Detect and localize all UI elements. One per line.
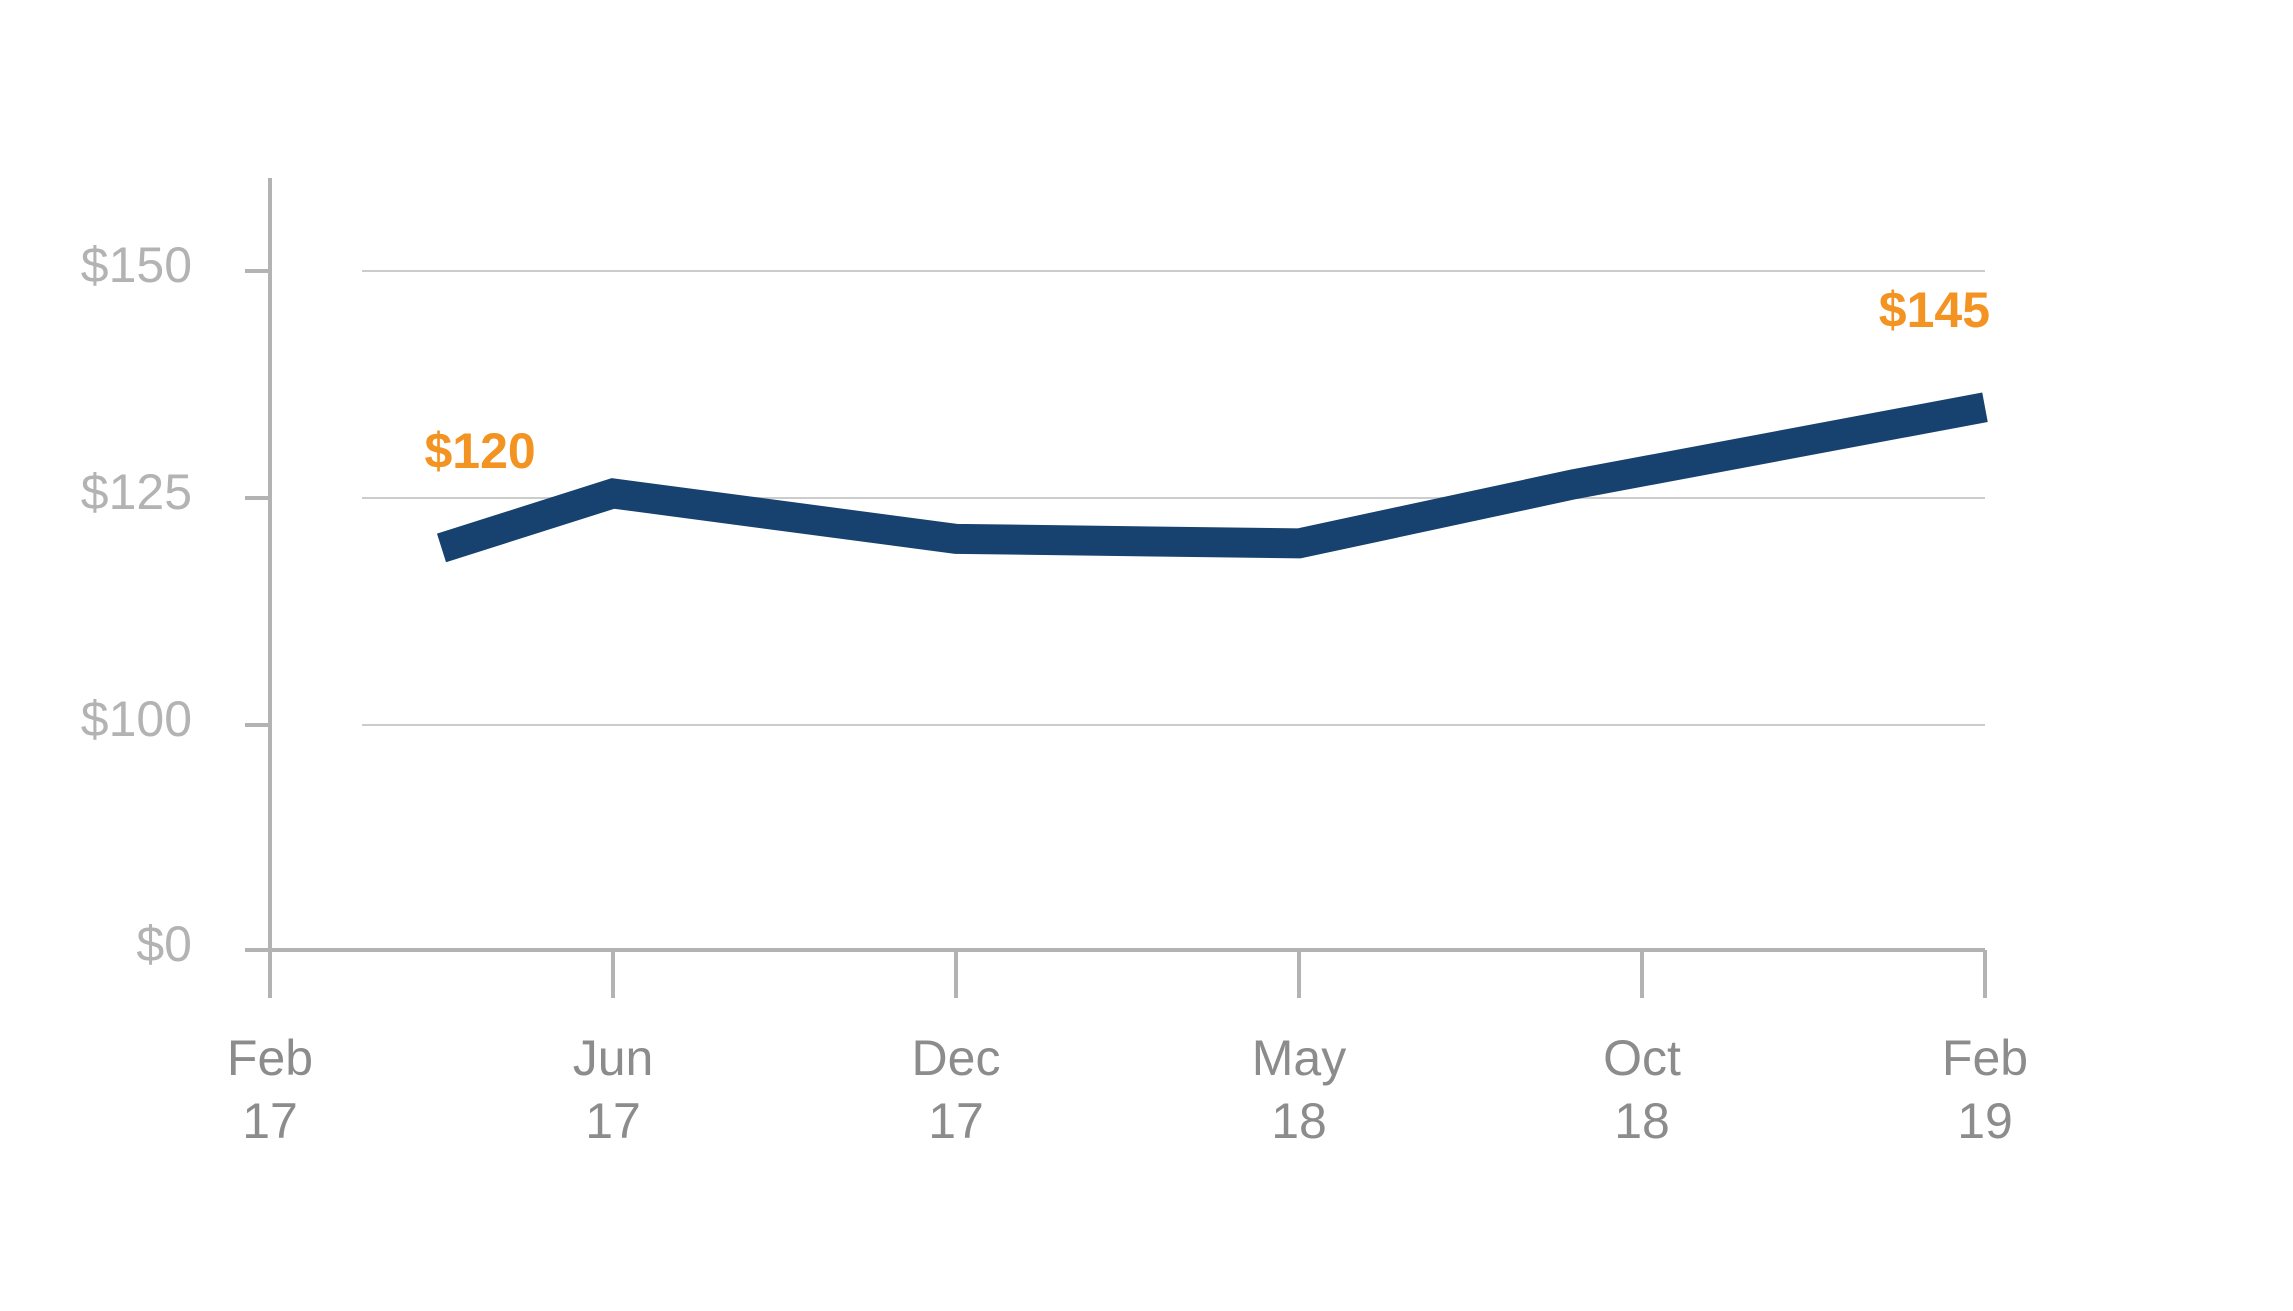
y-tick-label: $125 — [81, 464, 192, 520]
data-label: $120 — [425, 423, 536, 479]
annotations: $120 $145 — [425, 282, 1991, 479]
axes — [245, 178, 1985, 998]
x-tick-label-month: Feb — [1942, 1030, 2028, 1086]
y-axis-ticks: $0 $100 $125 $150 — [81, 237, 270, 972]
x-tick-label-month: Dec — [912, 1030, 1001, 1086]
x-tick-label-year: 17 — [242, 1093, 298, 1149]
data-label: $145 — [1879, 282, 1990, 338]
x-tick-label-year: 17 — [928, 1093, 984, 1149]
x-tick-label-year: 18 — [1271, 1093, 1327, 1149]
x-tick-label-year: 18 — [1614, 1093, 1670, 1149]
y-tick-label: $150 — [81, 237, 192, 293]
y-tick-label: $100 — [81, 691, 192, 747]
series-line — [436, 392, 1988, 563]
x-tick-label-month: Feb — [227, 1030, 313, 1086]
x-tick-label-year: 17 — [585, 1093, 641, 1149]
x-tick-label-month: May — [1252, 1030, 1346, 1086]
x-tick-label-month: Jun — [573, 1030, 654, 1086]
y-tick-label: $0 — [136, 916, 192, 972]
x-tick-label-month: Oct — [1603, 1030, 1681, 1086]
series-layer — [436, 392, 1988, 563]
x-axis-ticks: Feb 17 Jun 17 Dec 17 May 18 Oct 18 Feb 19 — [227, 950, 2028, 1149]
x-tick-label-year: 19 — [1957, 1093, 2013, 1149]
